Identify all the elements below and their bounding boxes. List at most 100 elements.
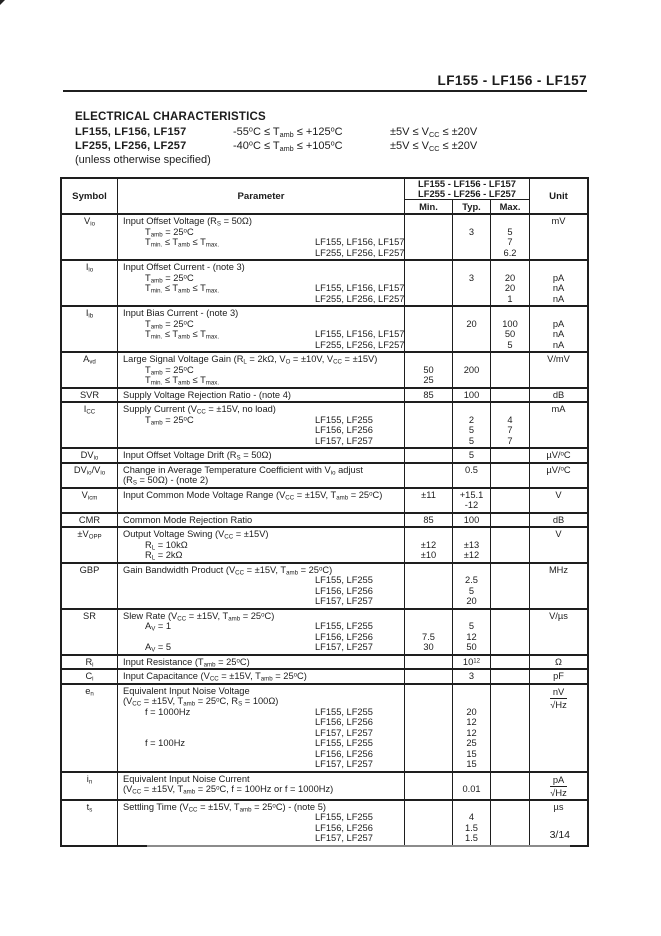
- unit-value: [530, 375, 587, 386]
- max-cell: [490, 684, 529, 771]
- min-value: [405, 465, 452, 476]
- col-device-group: LF155 - LF156 - LF157 LF255 - LF256 - LF…: [404, 179, 529, 200]
- min-value: [405, 283, 452, 294]
- param-line: Supply Current (VCC = ±15V, no load): [123, 404, 276, 416]
- unit-value: [530, 500, 587, 511]
- param-line: LF156, LF256: [118, 586, 404, 597]
- min-value: [405, 450, 452, 461]
- max-value: [491, 500, 529, 511]
- unit-value: [530, 227, 587, 238]
- unit-value: pA: [552, 318, 565, 329]
- max-value: [491, 632, 529, 643]
- max-value: [491, 802, 529, 813]
- typ-value: [453, 611, 490, 622]
- table-row: en Equivalent Input Noise Voltage (VCC = ±…: [62, 682, 587, 771]
- col-unit: Unit: [529, 179, 587, 213]
- typ-cell: 0.5: [452, 463, 490, 487]
- unit-cell: MHz: [529, 563, 587, 608]
- min-cell: [404, 307, 452, 351]
- min-cell: 85: [404, 388, 452, 401]
- unit-value: dB: [552, 389, 565, 400]
- min-cell: ±11: [404, 488, 452, 512]
- min-cell: [404, 800, 452, 845]
- param-line: Input Common Mode Voltage Range (VCC = ±…: [123, 489, 383, 502]
- device-label: LF155, LF255: [315, 706, 373, 717]
- unit-cell: mA: [529, 403, 587, 447]
- min-value: [405, 565, 452, 576]
- param-line: f = 100Hz LF155, LF255: [145, 738, 373, 748]
- temperature-range: -40oC ≤ Tamb ≤ +105oC: [233, 138, 343, 153]
- symbol-label: Ci: [85, 671, 94, 683]
- typ-cell: 2.5 5 20: [452, 563, 490, 608]
- max-value: [491, 375, 529, 386]
- unit-value: V/µs: [549, 610, 568, 621]
- typ-value: [453, 262, 490, 273]
- symbol-cell: Vicm: [62, 489, 117, 512]
- typ-value: 5: [468, 435, 475, 446]
- typ-cell: 100: [452, 513, 490, 526]
- min-value: [405, 621, 452, 632]
- symbol-label: DVio/Vio: [73, 464, 106, 477]
- param-line: Tamb = 25oC LF155, LF255: [145, 414, 373, 427]
- max-cell: [490, 463, 529, 487]
- device-label: LF255, LF256, LF257: [315, 247, 405, 258]
- param-line: Input Offset Voltage Drift (RS = 50Ω): [123, 450, 272, 462]
- min-value: [405, 262, 452, 273]
- typ-value: 100: [463, 514, 480, 525]
- typ-value: 5: [468, 621, 475, 631]
- unit-cell: dB: [529, 513, 587, 526]
- min-cell: [404, 563, 452, 608]
- unit-value: V/mV: [547, 354, 570, 364]
- typ-cell: 3: [452, 670, 490, 683]
- col-max: Max.: [490, 200, 529, 213]
- table-row: Ri Input Resistance (Tamb = 25oC) 1012 Ω: [62, 653, 587, 668]
- device-label: LF156, LF256: [315, 631, 373, 642]
- device-label: LF156, LF256: [315, 425, 373, 435]
- param-line: f = 1000Hz LF155, LF255: [145, 706, 373, 717]
- unit-value: Ω: [555, 656, 562, 667]
- spec-note: (unless otherwise specified): [75, 154, 211, 166]
- max-value: [491, 671, 529, 682]
- doc-title: LF155 - LF156 - LF157: [437, 73, 587, 88]
- min-value: [405, 738, 452, 749]
- max-value: [491, 774, 529, 785]
- parameter-cell: Output Voltage Swing (VCC = ±15V) RL = 10…: [117, 528, 404, 562]
- table-row: DVio Input Offset Voltage Drift (RS = 50Ω…: [62, 447, 587, 462]
- typ-value: 12: [466, 717, 477, 727]
- unit-value: [530, 812, 587, 823]
- param-line: LF156, LF256: [118, 823, 404, 834]
- device-label: LF155, LF255: [315, 414, 373, 425]
- min-value: [405, 717, 452, 728]
- max-value: [491, 728, 529, 739]
- typ-cell: 200: [452, 353, 490, 387]
- table-row: DVio/Vio Change in Average Temperature Co…: [62, 461, 587, 487]
- typ-value: [453, 686, 490, 697]
- table-row: Vicm Input Common Mode Voltage Range (VCC…: [62, 486, 587, 512]
- typ-value: 3: [468, 226, 475, 237]
- min-value: [405, 759, 452, 770]
- spec-table: Symbol Parameter LF155 - LF156 - LF157 L…: [60, 177, 589, 847]
- max-value: 6.2: [503, 247, 517, 258]
- table-row: GBP Gain Bandwidth Product (VCC = ±15V, T…: [62, 561, 587, 608]
- unit-value: dB: [552, 514, 565, 525]
- unit-value: nA: [552, 339, 565, 350]
- max-cell: [490, 609, 529, 654]
- min-value: [405, 802, 452, 813]
- min-value: [405, 671, 452, 682]
- param-line: Equivalent Input Noise Current: [123, 773, 250, 784]
- typ-value: 0.01: [462, 784, 481, 794]
- min-cell: [404, 684, 452, 771]
- max-value: [491, 575, 529, 586]
- table-row: ±VOPP Output Voltage Swing (VCC = ±15V) RL…: [62, 526, 587, 562]
- param-line: (RS = 50Ω) - (note 2): [123, 475, 209, 487]
- parameter-cell: Input Bias Current - (note 3) Tamb = 25oC…: [117, 307, 404, 351]
- typ-value: 5: [468, 425, 475, 435]
- part-numbers: LF155, LF156, LF157: [75, 126, 187, 138]
- symbol-cell: in: [62, 773, 117, 799]
- max-value: 7: [507, 237, 513, 247]
- min-cell: [404, 449, 452, 462]
- param-line: Tamb = 25oC: [145, 272, 194, 285]
- parameter-cell: Slew Rate (VCC = ±15V, Tamb = 25oC) AV = …: [117, 609, 404, 654]
- min-value: [405, 216, 452, 227]
